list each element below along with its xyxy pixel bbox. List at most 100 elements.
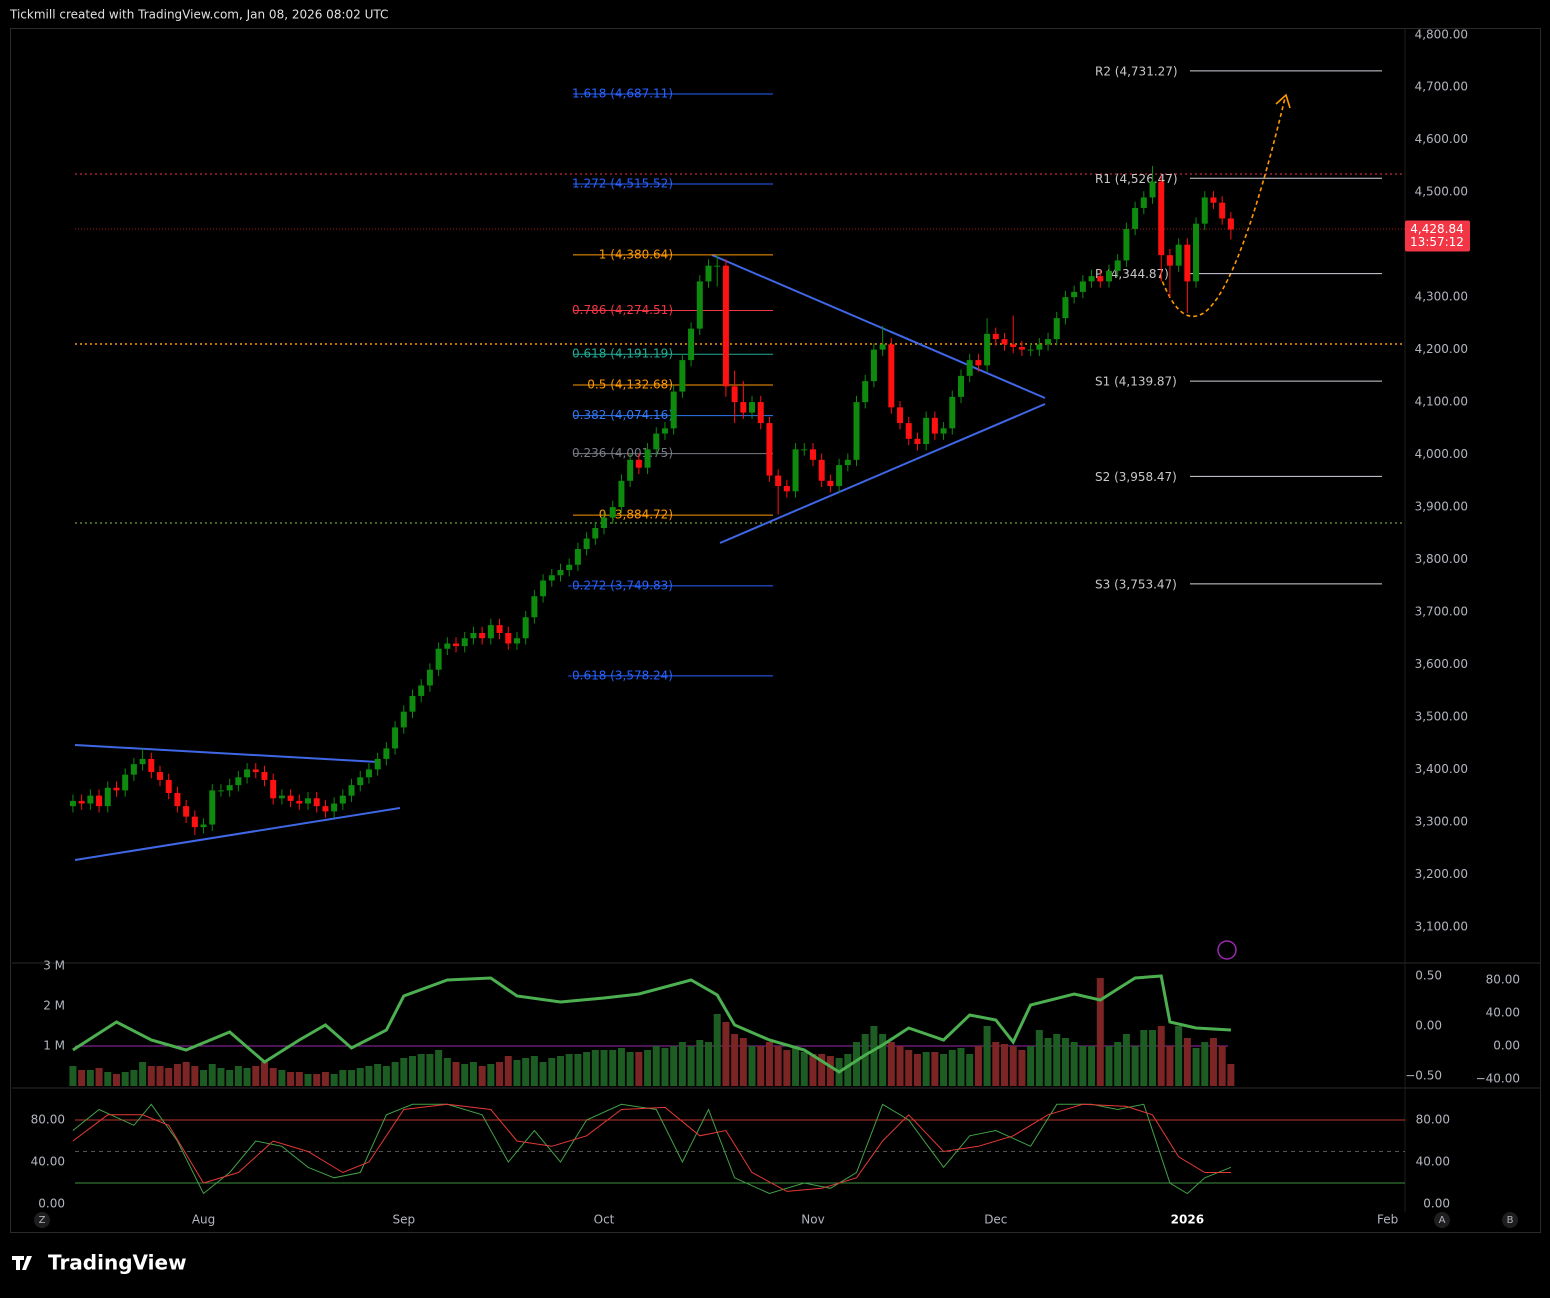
button-label[interactable]: B xyxy=(1507,1215,1514,1226)
candle-body xyxy=(1123,228,1130,261)
candle-body xyxy=(1036,344,1043,350)
volume-bar xyxy=(1088,1046,1096,1086)
candle-body xyxy=(296,800,303,804)
candle-body xyxy=(418,685,425,696)
candle-body xyxy=(209,790,216,825)
candle-body xyxy=(870,349,877,382)
candle-body xyxy=(1079,281,1086,292)
candle-body xyxy=(1175,244,1182,266)
x-tick-label: Nov xyxy=(801,1213,824,1227)
trend-line xyxy=(74,744,379,763)
candle-body xyxy=(261,772,268,780)
volume-bar xyxy=(896,1046,904,1086)
volume-bar xyxy=(966,1054,974,1086)
candle-body xyxy=(1001,339,1008,345)
volume-bar xyxy=(182,1062,190,1086)
volume-bar xyxy=(583,1052,591,1086)
volume-bar xyxy=(609,1050,617,1086)
candle-body xyxy=(583,538,590,550)
fib-label: 0.382 (4,074.16) xyxy=(572,408,673,422)
volume-bar xyxy=(295,1072,303,1086)
y-tick-label: 3,100.00 xyxy=(1415,919,1468,933)
candle-body xyxy=(809,449,816,460)
candle-body xyxy=(540,580,547,597)
volume-bar xyxy=(69,1066,77,1086)
volume-bar xyxy=(818,1054,826,1086)
volume-bar xyxy=(844,1054,852,1086)
fib-label: -0.618 (3,578.24) xyxy=(568,668,673,682)
volume-bar xyxy=(1079,1046,1087,1086)
volume-bar xyxy=(417,1054,425,1086)
button-label[interactable]: A xyxy=(1439,1215,1446,1226)
volume-bar xyxy=(1218,1046,1226,1086)
candle-body xyxy=(392,727,399,749)
volume-bar xyxy=(1122,1034,1130,1086)
candle-body xyxy=(1114,260,1121,271)
candle-body xyxy=(235,777,242,786)
candle-body xyxy=(914,438,921,445)
button-label[interactable]: Z xyxy=(39,1215,46,1226)
candle-body xyxy=(1227,218,1234,230)
candle-body xyxy=(69,800,76,807)
volume-bar xyxy=(1061,1038,1069,1086)
volume-bar xyxy=(1009,1046,1017,1086)
volume-bar xyxy=(974,1046,982,1086)
x-tick-label: 2026 xyxy=(1171,1213,1204,1227)
candle-body xyxy=(574,549,581,565)
trend-lines xyxy=(74,254,1046,861)
candle-body xyxy=(148,758,155,773)
y-tick-label: 3,300.00 xyxy=(1415,814,1468,828)
candle-body xyxy=(670,391,677,429)
candle-body xyxy=(557,570,564,576)
y-tick-label: 80.00 xyxy=(31,1113,65,1127)
volume-bar xyxy=(1096,978,1104,1086)
candle-body xyxy=(444,643,451,649)
volume-bar xyxy=(539,1062,547,1086)
fib-label: 0.786 (4,274.51) xyxy=(572,303,673,317)
candle-body xyxy=(601,517,608,529)
volume-bar xyxy=(696,1040,704,1086)
button-bg[interactable] xyxy=(1502,1212,1518,1228)
volume-bar xyxy=(644,1050,652,1086)
candle-body xyxy=(217,790,224,792)
candle-body xyxy=(1193,223,1200,282)
volume-bar xyxy=(269,1068,277,1086)
volume-bar xyxy=(853,1042,861,1086)
volume-bar xyxy=(739,1038,747,1086)
candle-body xyxy=(78,800,85,804)
last-price-box xyxy=(1405,220,1470,252)
candle-body xyxy=(688,328,695,361)
candle-body xyxy=(513,638,520,644)
volume-bar xyxy=(652,1046,660,1086)
fib-label: 0.5 (4,132.68) xyxy=(587,377,673,391)
y2-tick-label: 0.00 xyxy=(1415,1019,1442,1033)
candle-body xyxy=(836,465,843,487)
button-bg[interactable] xyxy=(1434,1212,1450,1228)
volume-bar xyxy=(104,1072,112,1086)
brand-name: TradingView xyxy=(48,1251,187,1275)
volume-bar xyxy=(452,1062,460,1086)
alert-icon[interactable] xyxy=(1217,940,1237,960)
y-tick-label: 4,300.00 xyxy=(1415,290,1468,304)
volume-bar xyxy=(400,1058,408,1086)
volume-bar xyxy=(548,1058,556,1086)
candle-body xyxy=(496,625,503,633)
pivot-label: S3 (3,753.47) xyxy=(1095,577,1177,591)
candle-body xyxy=(923,417,930,445)
volume-bar xyxy=(940,1054,948,1086)
candle-body xyxy=(975,360,982,366)
candle-body xyxy=(888,344,895,408)
candle-body xyxy=(897,407,904,424)
candle-body xyxy=(383,748,390,759)
volume-bar xyxy=(731,1034,739,1086)
candle-body xyxy=(487,625,494,639)
x-tick-label: Feb xyxy=(1377,1213,1398,1227)
pivot-label: P (4,344.87) xyxy=(1095,267,1169,281)
pivot-label: S1 (4,139.87) xyxy=(1095,375,1177,389)
candle-body xyxy=(722,265,729,387)
candle-body xyxy=(862,381,869,403)
candle-body xyxy=(801,449,808,451)
button-bg[interactable] xyxy=(34,1212,50,1228)
y3-tick-label: 0.00 xyxy=(1493,1038,1520,1052)
trend-line xyxy=(719,403,1046,544)
